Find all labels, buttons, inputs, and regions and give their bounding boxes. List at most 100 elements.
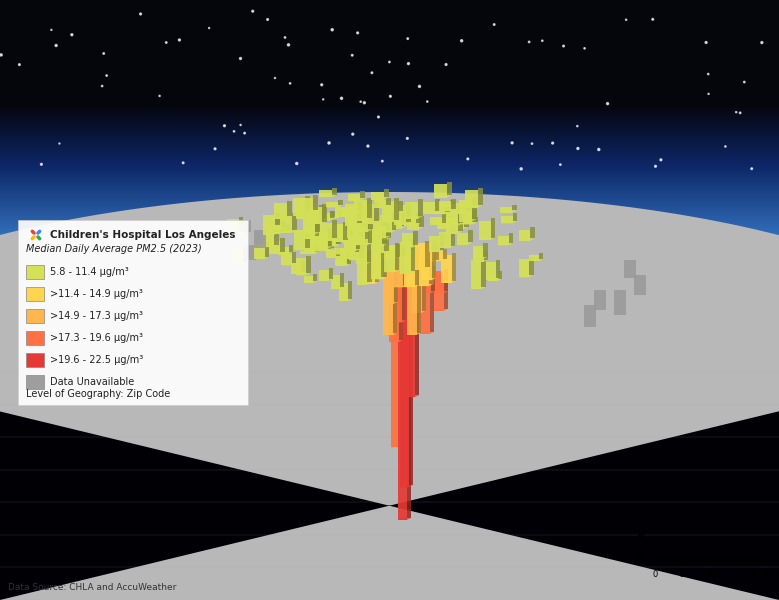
Point <box>523 37 535 47</box>
Polygon shape <box>344 226 360 229</box>
Bar <box>356 214 368 232</box>
Bar <box>384 245 395 272</box>
Point <box>317 95 330 104</box>
Point <box>315 80 328 89</box>
Polygon shape <box>344 222 347 239</box>
Polygon shape <box>446 223 463 226</box>
Polygon shape <box>488 279 502 281</box>
Point <box>402 59 414 68</box>
Text: >17.3 - 19.6 μg/m³: >17.3 - 19.6 μg/m³ <box>50 333 143 343</box>
Text: >19.6 - 22.5 μg/m³: >19.6 - 22.5 μg/m³ <box>50 355 143 365</box>
Polygon shape <box>411 239 415 271</box>
Polygon shape <box>330 287 344 289</box>
Bar <box>300 251 310 254</box>
Polygon shape <box>360 220 365 228</box>
Polygon shape <box>390 340 403 342</box>
Polygon shape <box>395 242 399 270</box>
Polygon shape <box>263 232 279 235</box>
Polygon shape <box>479 238 495 240</box>
Polygon shape <box>305 245 320 247</box>
Point <box>647 14 659 24</box>
Point <box>456 36 468 46</box>
Polygon shape <box>343 241 359 244</box>
Polygon shape <box>346 223 351 231</box>
Polygon shape <box>394 199 399 220</box>
Polygon shape <box>352 242 368 245</box>
Point <box>97 49 110 58</box>
Bar <box>473 245 483 259</box>
Polygon shape <box>339 299 352 301</box>
Polygon shape <box>372 275 375 281</box>
Polygon shape <box>337 229 341 244</box>
Bar <box>434 184 447 198</box>
Polygon shape <box>333 232 338 239</box>
Point <box>358 98 371 107</box>
Polygon shape <box>386 211 403 213</box>
Point <box>227 127 240 136</box>
Polygon shape <box>379 230 397 232</box>
Bar <box>614 290 626 315</box>
Polygon shape <box>368 250 372 283</box>
Bar <box>374 200 386 208</box>
Bar <box>356 245 367 264</box>
Polygon shape <box>453 211 471 214</box>
Bar <box>407 256 417 335</box>
Polygon shape <box>329 268 333 278</box>
Bar <box>378 248 389 259</box>
Bar <box>423 202 435 214</box>
Polygon shape <box>367 197 372 218</box>
Bar <box>435 274 444 311</box>
Polygon shape <box>337 248 340 256</box>
Polygon shape <box>0 192 779 600</box>
Polygon shape <box>471 287 485 289</box>
Bar <box>421 270 430 334</box>
Polygon shape <box>440 233 444 250</box>
Bar <box>254 230 266 248</box>
Polygon shape <box>355 223 360 226</box>
Point <box>620 15 633 25</box>
Polygon shape <box>441 281 456 283</box>
Point <box>440 60 453 70</box>
Bar <box>382 201 394 222</box>
Bar <box>407 218 419 230</box>
Bar <box>291 263 301 274</box>
Polygon shape <box>407 227 424 230</box>
Bar <box>584 305 596 327</box>
Bar <box>353 222 365 231</box>
Bar <box>26 375 44 389</box>
Polygon shape <box>458 214 463 232</box>
Bar <box>421 244 432 280</box>
Point <box>335 94 347 103</box>
Polygon shape <box>390 256 405 258</box>
Polygon shape <box>385 257 400 259</box>
Polygon shape <box>307 221 324 224</box>
Point <box>376 157 389 166</box>
Polygon shape <box>473 217 478 222</box>
Polygon shape <box>446 232 463 234</box>
Polygon shape <box>321 206 326 218</box>
Polygon shape <box>435 199 440 211</box>
Polygon shape <box>321 243 337 245</box>
Bar <box>320 223 332 241</box>
Polygon shape <box>330 211 335 217</box>
Point <box>734 108 746 118</box>
Polygon shape <box>274 217 291 219</box>
Polygon shape <box>418 199 423 216</box>
Polygon shape <box>466 200 471 211</box>
Bar <box>446 217 458 234</box>
Polygon shape <box>348 228 365 230</box>
Bar <box>345 204 358 214</box>
Bar <box>344 241 355 254</box>
Polygon shape <box>319 194 337 197</box>
Point <box>649 161 661 171</box>
Bar <box>594 290 606 310</box>
Polygon shape <box>465 205 483 208</box>
Polygon shape <box>458 208 463 223</box>
Polygon shape <box>293 214 311 216</box>
Point <box>536 36 548 46</box>
Polygon shape <box>356 229 373 232</box>
Bar <box>344 208 357 226</box>
Polygon shape <box>378 257 393 259</box>
Point <box>0 50 7 60</box>
Polygon shape <box>343 256 358 259</box>
